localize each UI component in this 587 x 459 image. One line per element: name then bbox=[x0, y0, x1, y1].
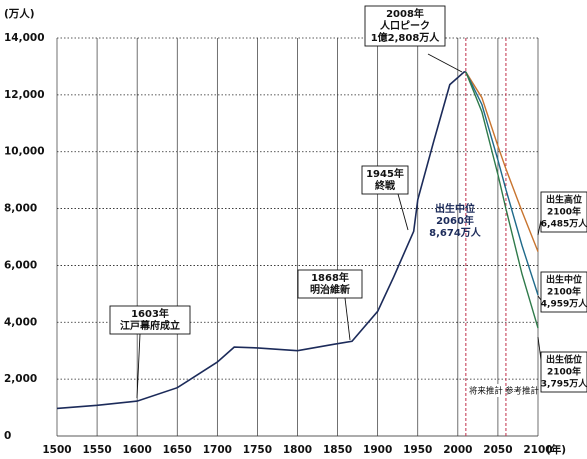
annotation-text: 出生中位 bbox=[435, 202, 475, 215]
y-unit: (万人) bbox=[4, 7, 35, 20]
annotation-text: 1945年 bbox=[366, 167, 404, 180]
annotation-text: 江戸幕府成立 bbox=[120, 319, 180, 332]
annotation-pointer bbox=[537, 295, 542, 301]
annotation-pointer bbox=[344, 297, 351, 341]
annotation-text: 人口ピーク bbox=[380, 19, 430, 32]
annotation-box bbox=[540, 191, 587, 233]
annotation-text: 2100年 bbox=[547, 206, 581, 218]
annotation-pointer bbox=[397, 193, 409, 231]
x-tick-label: 1800 bbox=[283, 444, 312, 456]
annotation-text: 2100年 bbox=[547, 366, 581, 378]
annotation-pointer bbox=[537, 336, 542, 361]
annotation-box bbox=[361, 165, 409, 195]
period-box bbox=[506, 384, 537, 397]
y-tick-label: 2,000 bbox=[4, 373, 37, 385]
annotation-text: 2060年 bbox=[436, 214, 474, 227]
annotation-text: 2008年 bbox=[386, 7, 424, 20]
x-tick-label: 1650 bbox=[163, 444, 192, 456]
annotation-text: 4,959万人 bbox=[541, 298, 587, 310]
annotation-box bbox=[364, 5, 446, 47]
annotation-text: 出生高位 bbox=[546, 194, 582, 206]
x-tick-label: 1700 bbox=[203, 444, 232, 456]
y-tick-label: 12,000 bbox=[4, 89, 45, 101]
x-tick-label: 2100 bbox=[523, 444, 552, 456]
annotation-text: 8,674万人 bbox=[429, 226, 482, 239]
y-tick-label: 8,000 bbox=[4, 203, 37, 215]
annotation-text: 3,795万人 bbox=[541, 378, 587, 390]
annotation-pointer bbox=[537, 219, 542, 236]
y-tick-label: 4,000 bbox=[4, 316, 37, 328]
annotation-pointer bbox=[427, 53, 463, 73]
period-box bbox=[466, 384, 505, 397]
annotation-text: 6,485万人 bbox=[541, 218, 587, 230]
annotation-text: 終戦 bbox=[375, 179, 396, 192]
x-tick-label: 1750 bbox=[243, 444, 272, 456]
annotation-text: 1868年 bbox=[311, 271, 349, 284]
annotation-box bbox=[540, 271, 587, 313]
data-line bbox=[465, 71, 539, 252]
annotation-text: 2100年 bbox=[547, 286, 581, 298]
x-tick-label: 1500 bbox=[42, 444, 71, 456]
annotation-text: 1603年 bbox=[131, 307, 169, 320]
annotation-text: 出生低位 bbox=[546, 354, 582, 366]
period-label: 参考推計 bbox=[505, 386, 540, 397]
x-tick-label: 1600 bbox=[123, 444, 152, 456]
y-tick-label: 6,000 bbox=[4, 259, 37, 271]
x-unit: (年) bbox=[546, 443, 566, 456]
annotation-text: 明治維新 bbox=[310, 283, 350, 296]
y-tick-label: 0 bbox=[4, 430, 11, 442]
x-tick-label: 1850 bbox=[323, 444, 352, 456]
data-line bbox=[465, 71, 539, 296]
x-tick-label: 2000 bbox=[443, 444, 472, 456]
x-tick-label: 1900 bbox=[363, 444, 392, 456]
data-line bbox=[465, 71, 539, 329]
x-tick-label: 2050 bbox=[483, 444, 512, 456]
period-label: 将来推計 bbox=[469, 386, 504, 397]
y-tick-label: 14,000 bbox=[4, 32, 45, 44]
x-tick-label: 1950 bbox=[403, 444, 432, 456]
annotation-box bbox=[540, 351, 587, 393]
annotation-box bbox=[297, 269, 363, 299]
annotation-box bbox=[109, 305, 191, 335]
annotation-text: 1億2,808万人 bbox=[371, 31, 441, 44]
annotation-text: 出生中位 bbox=[546, 274, 582, 286]
data-line bbox=[56, 71, 466, 410]
y-tick-label: 10,000 bbox=[4, 146, 45, 158]
annotation-pointer bbox=[136, 333, 141, 399]
x-tick-label: 1550 bbox=[82, 444, 111, 456]
